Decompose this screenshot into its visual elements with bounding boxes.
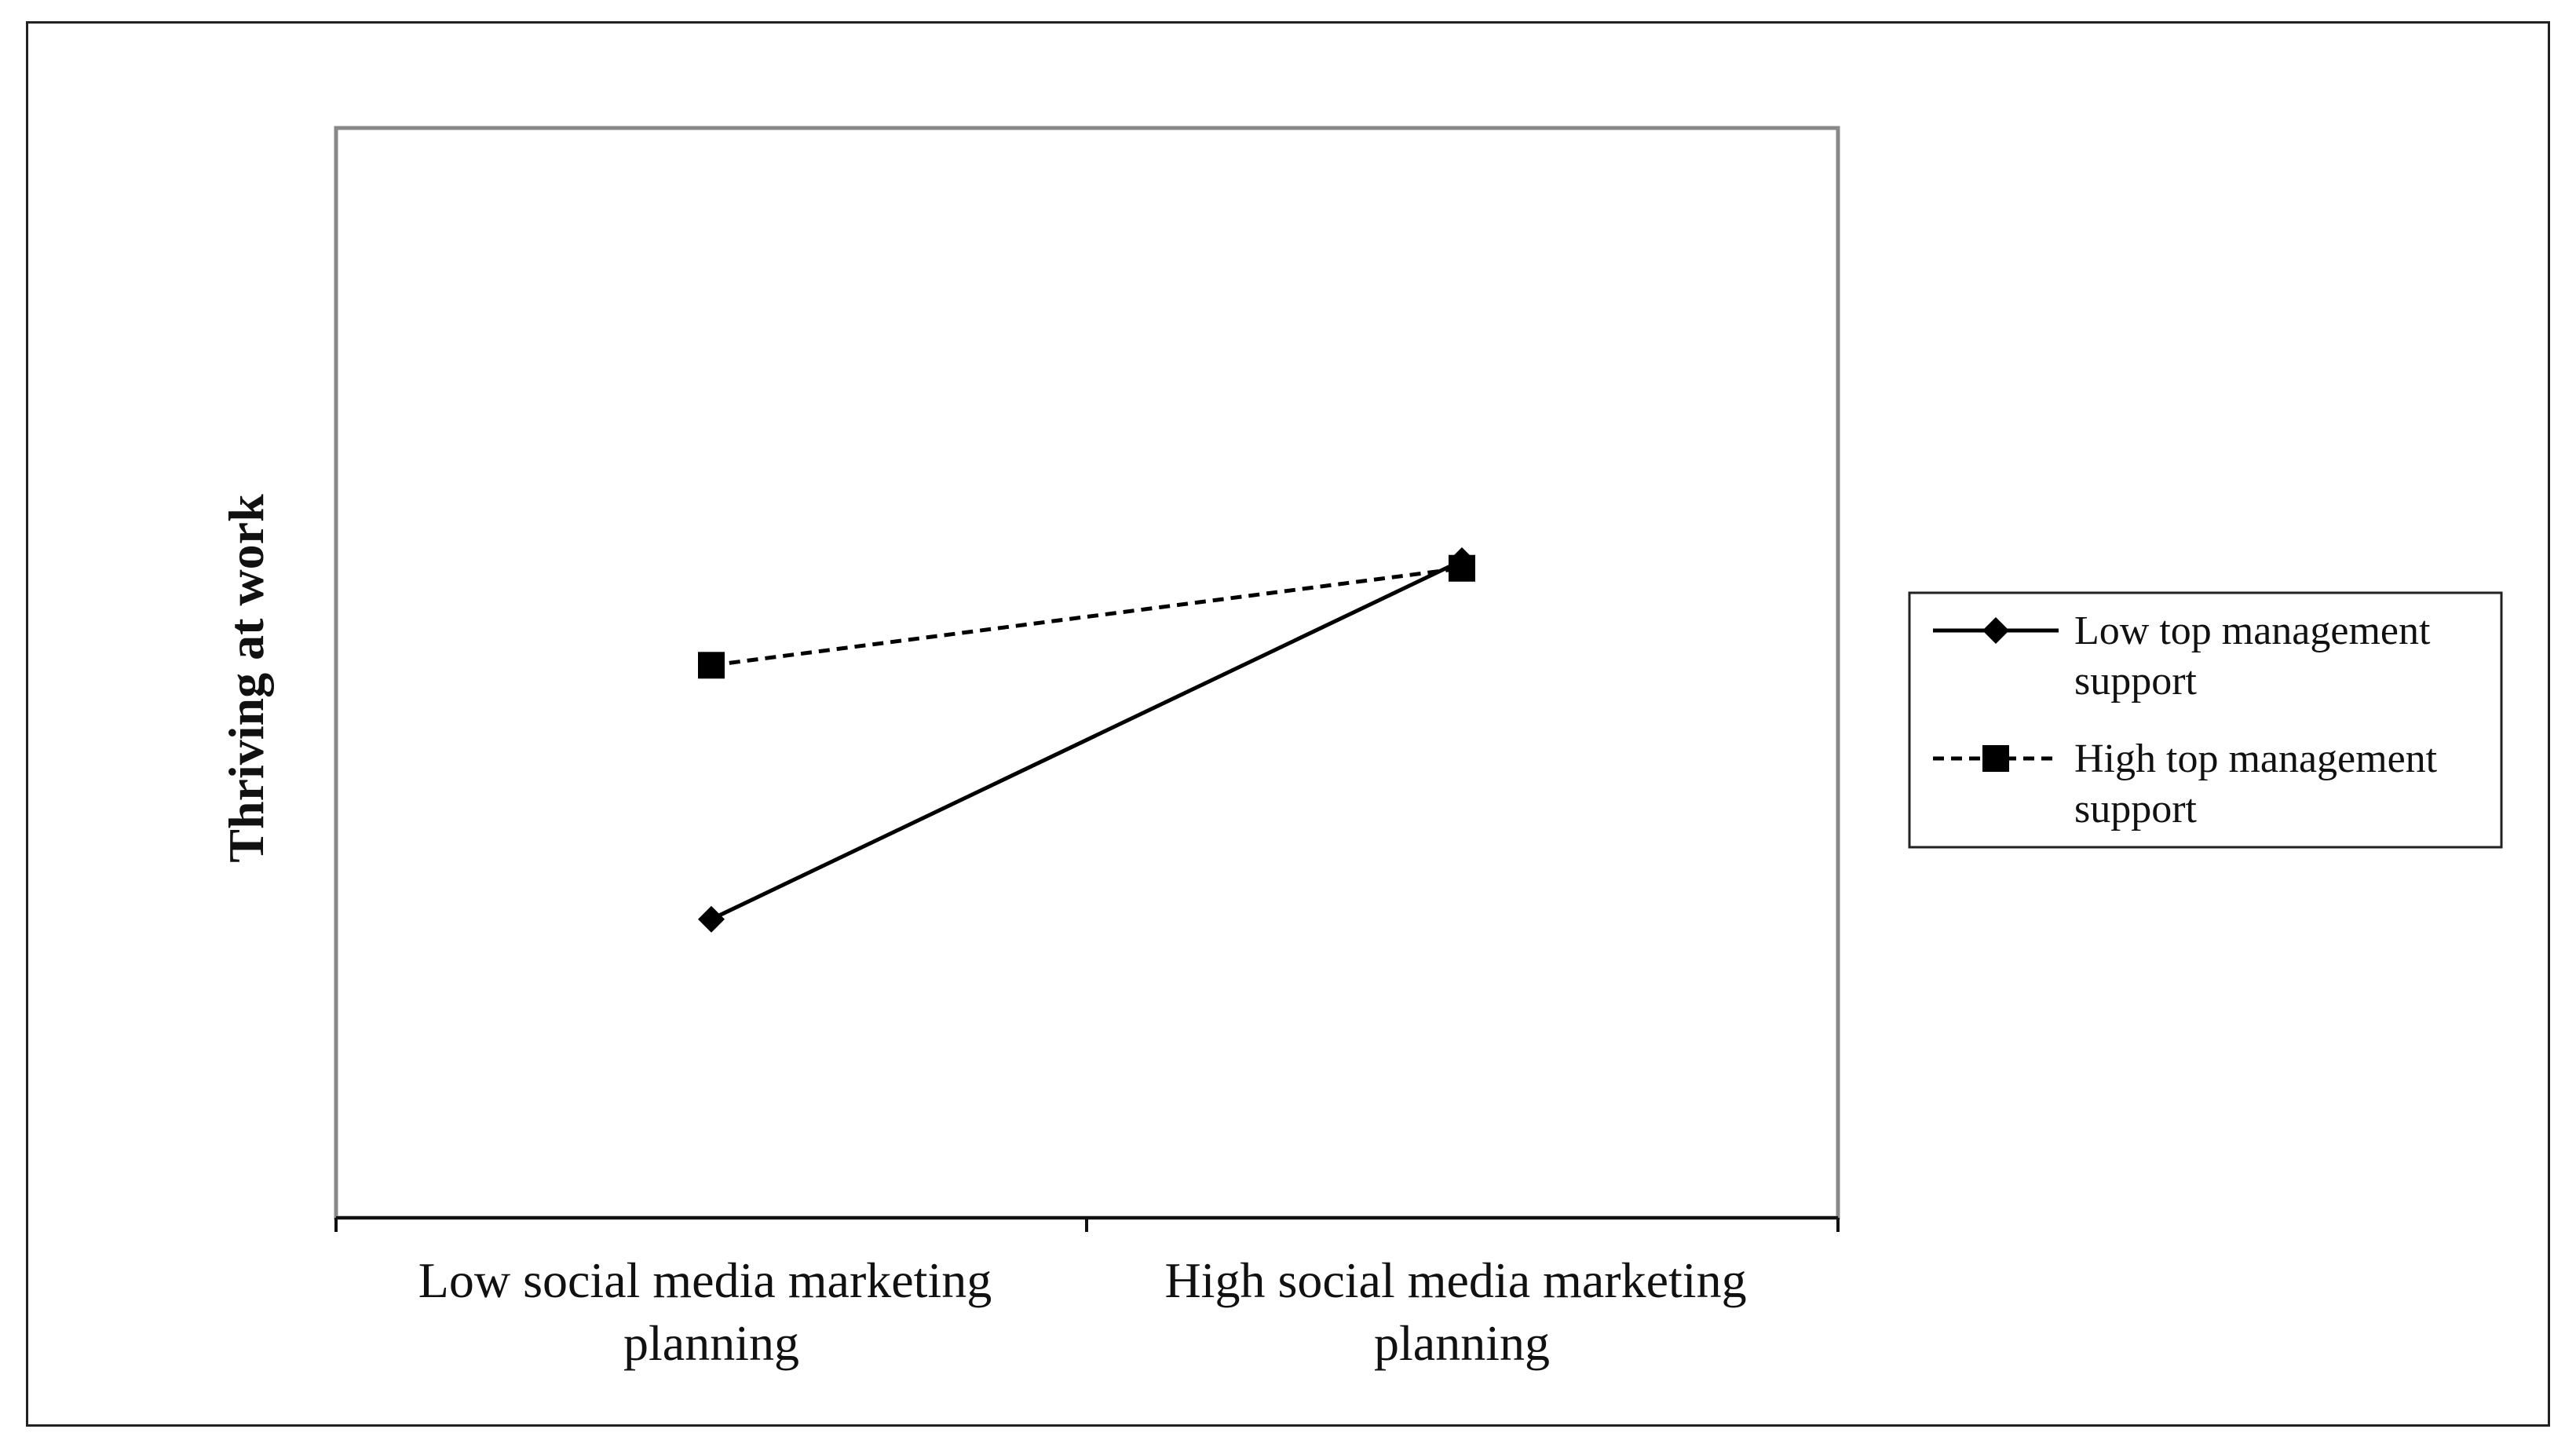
x-tick-label-high: High social media marketing planning — [1164, 1252, 1759, 1371]
legend-box — [1908, 591, 2503, 849]
series-1-point-0 — [698, 652, 725, 679]
legend-high-square-marker — [1982, 745, 2009, 772]
x-tick-label-low-line1: Low social media marketing — [418, 1252, 992, 1308]
figure-frame — [26, 21, 2550, 1427]
series-0-point-0 — [698, 905, 725, 933]
x-tick-label-high-line1: High social media marketing — [1164, 1252, 1746, 1308]
y-axis-label: Thriving at work — [218, 494, 274, 863]
series-layer — [698, 547, 1475, 933]
series-line-0 — [710, 558, 1463, 921]
series-1-point-1 — [1449, 554, 1475, 582]
legend-low-diamond-marker — [1982, 617, 2009, 644]
plot-area — [334, 126, 1840, 1220]
legend-low-label-line2: support — [2074, 659, 2198, 704]
legend-low-label: Low top management support — [2074, 609, 2440, 704]
legend-high-label-line1: High top management — [2074, 736, 2438, 781]
x-tick-label-low-line2: planning — [623, 1315, 799, 1371]
legend-low-label-line1: Low top management — [2074, 609, 2431, 653]
legend-high-label-line2: support — [2074, 787, 2198, 831]
legend-high-label: High top management support — [2074, 736, 2447, 831]
x-tick-label-low: Low social media marketing planning — [418, 1252, 1004, 1371]
x-tick-label-high-line2: planning — [1374, 1315, 1550, 1371]
series-line-1 — [711, 566, 1463, 667]
